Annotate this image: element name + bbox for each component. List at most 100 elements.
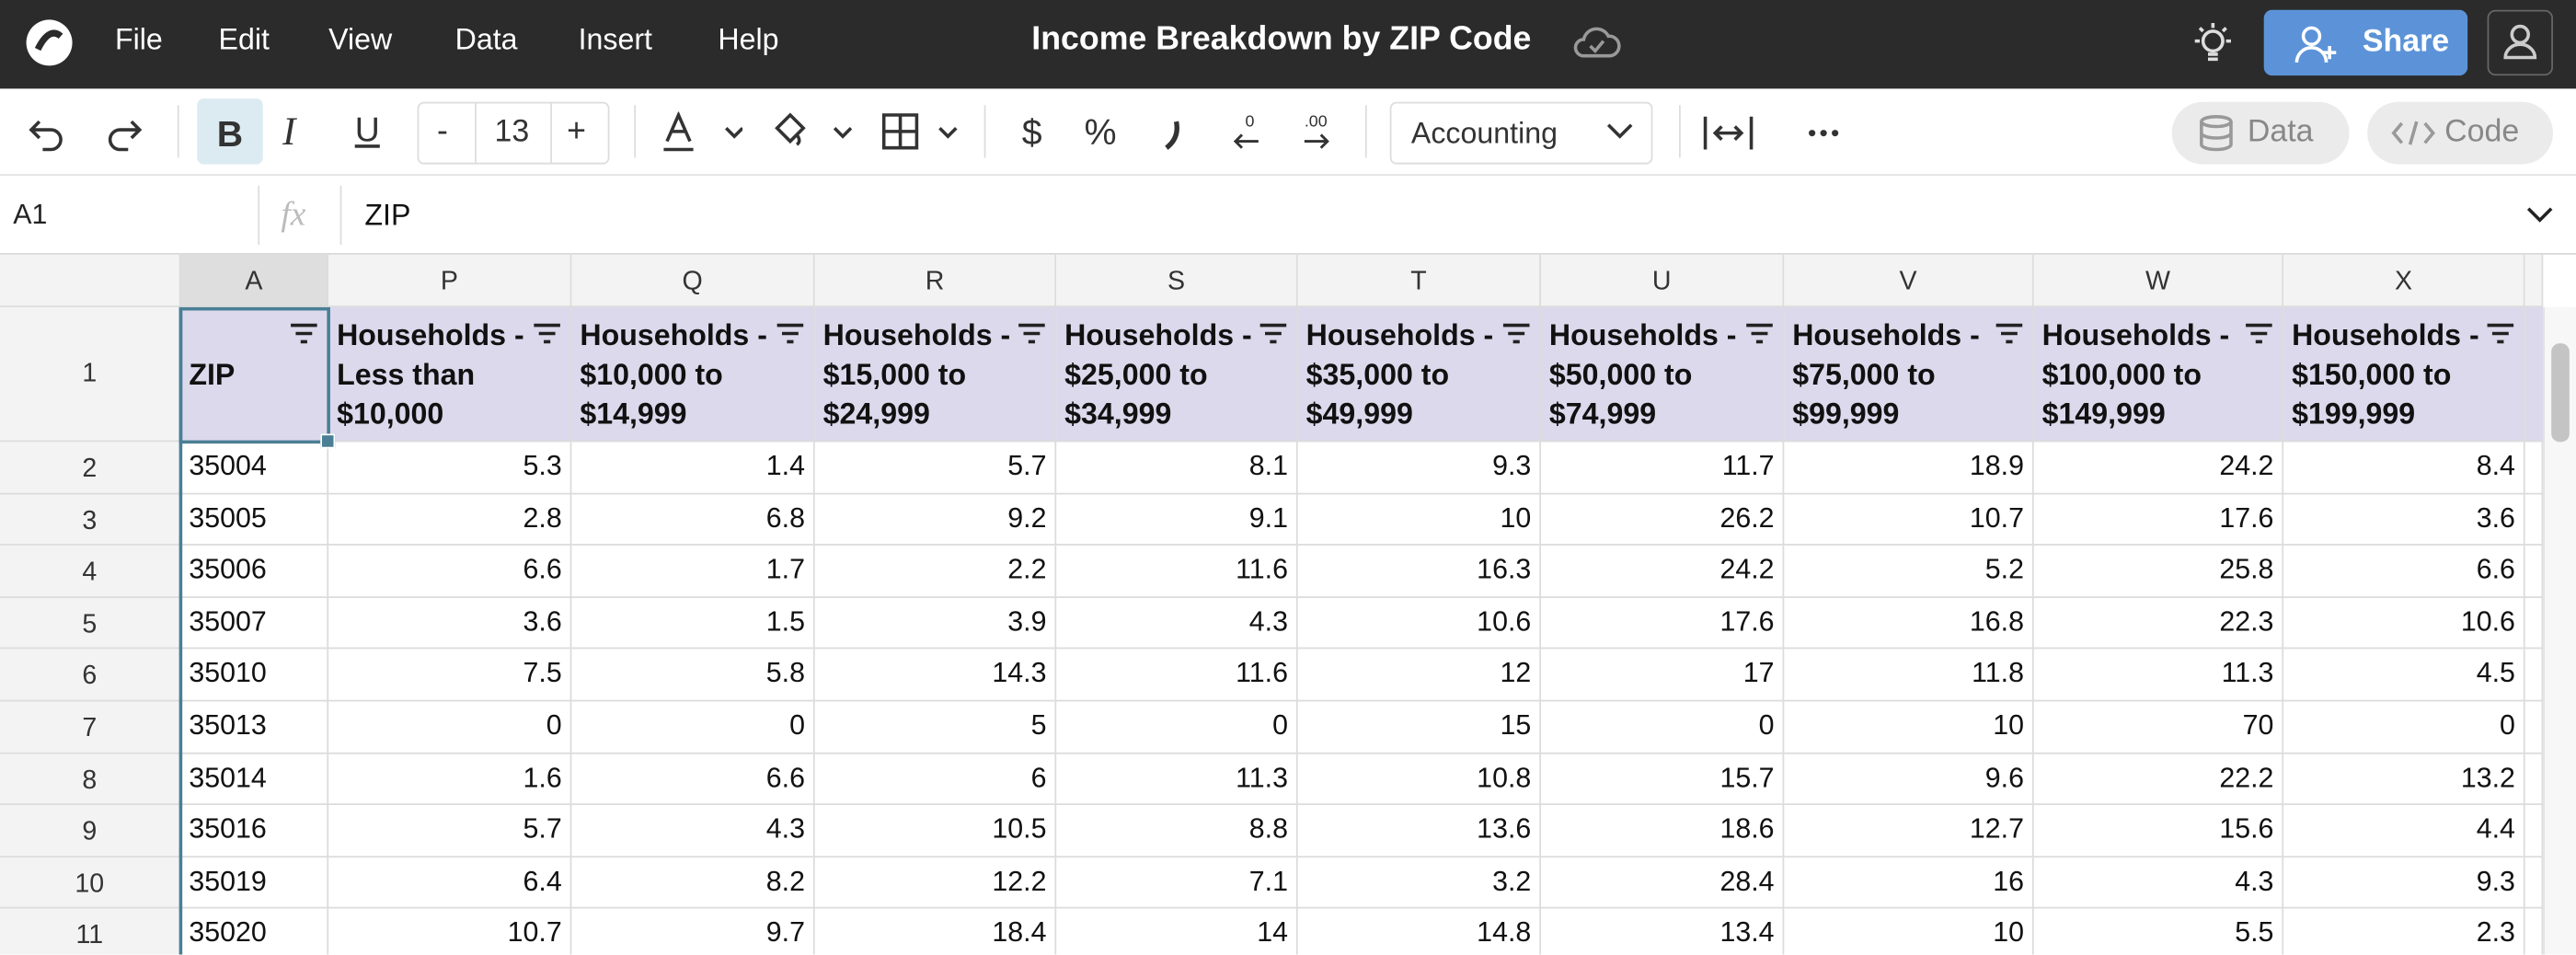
- data-cell[interactable]: 18.9: [1784, 442, 2034, 494]
- header-cell[interactable]: Households - $150,000 to $199,999: [2283, 306, 2525, 443]
- data-cell[interactable]: 22.3: [2033, 597, 2284, 650]
- data-cell[interactable]: 35007: [180, 597, 329, 650]
- data-cell[interactable]: 35019: [180, 857, 329, 910]
- data-cell[interactable]: 2.8: [328, 493, 572, 547]
- column-header[interactable]: T: [1297, 254, 1541, 307]
- data-cell[interactable]: 4.3: [571, 805, 815, 857]
- filter-icon[interactable]: [1501, 322, 1531, 345]
- data-cell[interactable]: 4.4: [2283, 805, 2525, 857]
- expand-chevron[interactable]: [2524, 203, 2557, 226]
- header-cell[interactable]: Households - $50,000 to $74,999: [1540, 306, 1785, 443]
- data-cell[interactable]: 10.6: [1297, 597, 1541, 650]
- row-header[interactable]: 2: [0, 442, 181, 494]
- data-cell[interactable]: 3.2: [1297, 857, 1541, 910]
- logo[interactable]: [23, 17, 75, 69]
- data-cell[interactable]: 14: [1056, 909, 1298, 955]
- data-cell[interactable]: 28.4: [1540, 857, 1785, 910]
- data-cell[interactable]: 6.6: [328, 546, 572, 598]
- data-cell[interactable]: 35014: [180, 753, 329, 806]
- data-cell[interactable]: 26.2: [1540, 493, 1785, 547]
- data-cell[interactable]: 16: [1784, 857, 2034, 910]
- column-header[interactable]: S: [1056, 254, 1298, 307]
- data-cell[interactable]: 6.6: [2283, 546, 2525, 598]
- comma-button[interactable]: [1160, 111, 1190, 154]
- data-cell[interactable]: 24.2: [1540, 546, 1785, 598]
- menu-item[interactable]: Data: [454, 22, 518, 56]
- filter-icon[interactable]: [2486, 322, 2515, 345]
- filter-icon[interactable]: [289, 322, 318, 345]
- data-cell[interactable]: 13.2: [2283, 753, 2525, 806]
- fill-color-button[interactable]: [772, 111, 854, 157]
- filter-icon[interactable]: [2244, 322, 2273, 345]
- data-cell[interactable]: 3.6: [328, 597, 572, 650]
- more-button[interactable]: [1807, 128, 1840, 138]
- menu-item[interactable]: Edit: [218, 22, 270, 56]
- column-header[interactable]: Q: [571, 254, 815, 307]
- data-cell[interactable]: 5: [814, 701, 1057, 754]
- column-header[interactable]: X: [2283, 254, 2525, 307]
- data-cell[interactable]: 10.5: [814, 805, 1057, 857]
- data-cell[interactable]: 6.8: [571, 493, 815, 547]
- header-cell[interactable]: Households - Less than $10,000: [328, 306, 572, 443]
- data-cell[interactable]: 10: [1784, 909, 2034, 955]
- data-cell[interactable]: 35006: [180, 546, 329, 598]
- data-cell[interactable]: 35005: [180, 493, 329, 547]
- header-cell[interactable]: Households - $25,000 to $34,999: [1056, 306, 1298, 443]
- borders-button[interactable]: [880, 111, 966, 157]
- column-header[interactable]: P: [328, 254, 572, 307]
- row-header[interactable]: 5: [0, 597, 181, 650]
- data-cell[interactable]: 11.6: [1056, 650, 1298, 702]
- data-cell[interactable]: 1.7: [571, 546, 815, 598]
- data-cell[interactable]: 1.5: [571, 597, 815, 650]
- data-cell[interactable]: 9.7: [571, 909, 815, 955]
- filter-icon[interactable]: [1995, 322, 2024, 345]
- data-cell[interactable]: 11.8: [1784, 650, 2034, 702]
- text-color-button[interactable]: [661, 111, 743, 157]
- data-cell[interactable]: 6.6: [571, 753, 815, 806]
- data-cell[interactable]: 14.3: [814, 650, 1057, 702]
- column-header[interactable]: U: [1540, 254, 1785, 307]
- data-cell[interactable]: 17: [1540, 650, 1785, 702]
- cell-reference[interactable]: A1: [13, 199, 48, 230]
- increase-decimal-button[interactable]: .00: [1298, 111, 1340, 154]
- data-cell[interactable]: 5.5: [2034, 909, 2284, 955]
- data-cell[interactable]: 9.6: [1784, 753, 2034, 806]
- data-cell[interactable]: 12: [1297, 650, 1541, 702]
- undo-button[interactable]: [27, 111, 69, 154]
- percent-button[interactable]: %: [1084, 111, 1117, 154]
- data-cell[interactable]: 9.3: [2283, 857, 2525, 910]
- data-cell[interactable]: 6.4: [328, 857, 572, 910]
- data-cell[interactable]: 22.2: [2033, 753, 2284, 806]
- bold-button[interactable]: B: [197, 98, 263, 165]
- data-cell[interactable]: 10: [1297, 493, 1541, 547]
- row-header[interactable]: 3: [0, 493, 181, 547]
- data-cell[interactable]: 6: [814, 753, 1057, 806]
- data-cell[interactable]: 10.7: [328, 909, 572, 955]
- data-cell[interactable]: 13.6: [1297, 805, 1541, 857]
- filter-icon[interactable]: [533, 322, 562, 345]
- data-cell[interactable]: 11.3: [2033, 650, 2284, 702]
- data-cell[interactable]: 7.5: [328, 650, 572, 702]
- data-cell[interactable]: 9.3: [1297, 442, 1541, 494]
- data-cell[interactable]: 11.3: [1056, 753, 1298, 806]
- code-button[interactable]: [2367, 101, 2553, 165]
- data-cell[interactable]: 0: [1056, 701, 1298, 754]
- theme-icon[interactable]: [2191, 21, 2234, 67]
- row-header[interactable]: 9: [0, 805, 181, 857]
- data-cell[interactable]: 16.3: [1297, 546, 1541, 598]
- data-cell[interactable]: 35016: [180, 805, 329, 857]
- filter-icon[interactable]: [1744, 322, 1774, 345]
- data-cell[interactable]: 35004: [180, 442, 329, 494]
- data-cell[interactable]: 15.6: [2033, 805, 2284, 857]
- data-cell[interactable]: 5.7: [814, 442, 1057, 494]
- header-cell[interactable]: Households - $100,000 to $149,999: [2033, 306, 2284, 443]
- column-header[interactable]: W: [2033, 254, 2284, 307]
- data-cell[interactable]: 14.8: [1298, 909, 1541, 955]
- data-cell[interactable]: 12.7: [1784, 805, 2034, 857]
- data-cell[interactable]: 10.8: [1297, 753, 1541, 806]
- menu-item[interactable]: File: [114, 22, 163, 56]
- data-cell[interactable]: 7.1: [1056, 857, 1298, 910]
- data-cell[interactable]: 5.3: [328, 442, 572, 494]
- wrap-button[interactable]: [1702, 111, 1754, 154]
- data-cell[interactable]: 10.7: [1784, 493, 2034, 547]
